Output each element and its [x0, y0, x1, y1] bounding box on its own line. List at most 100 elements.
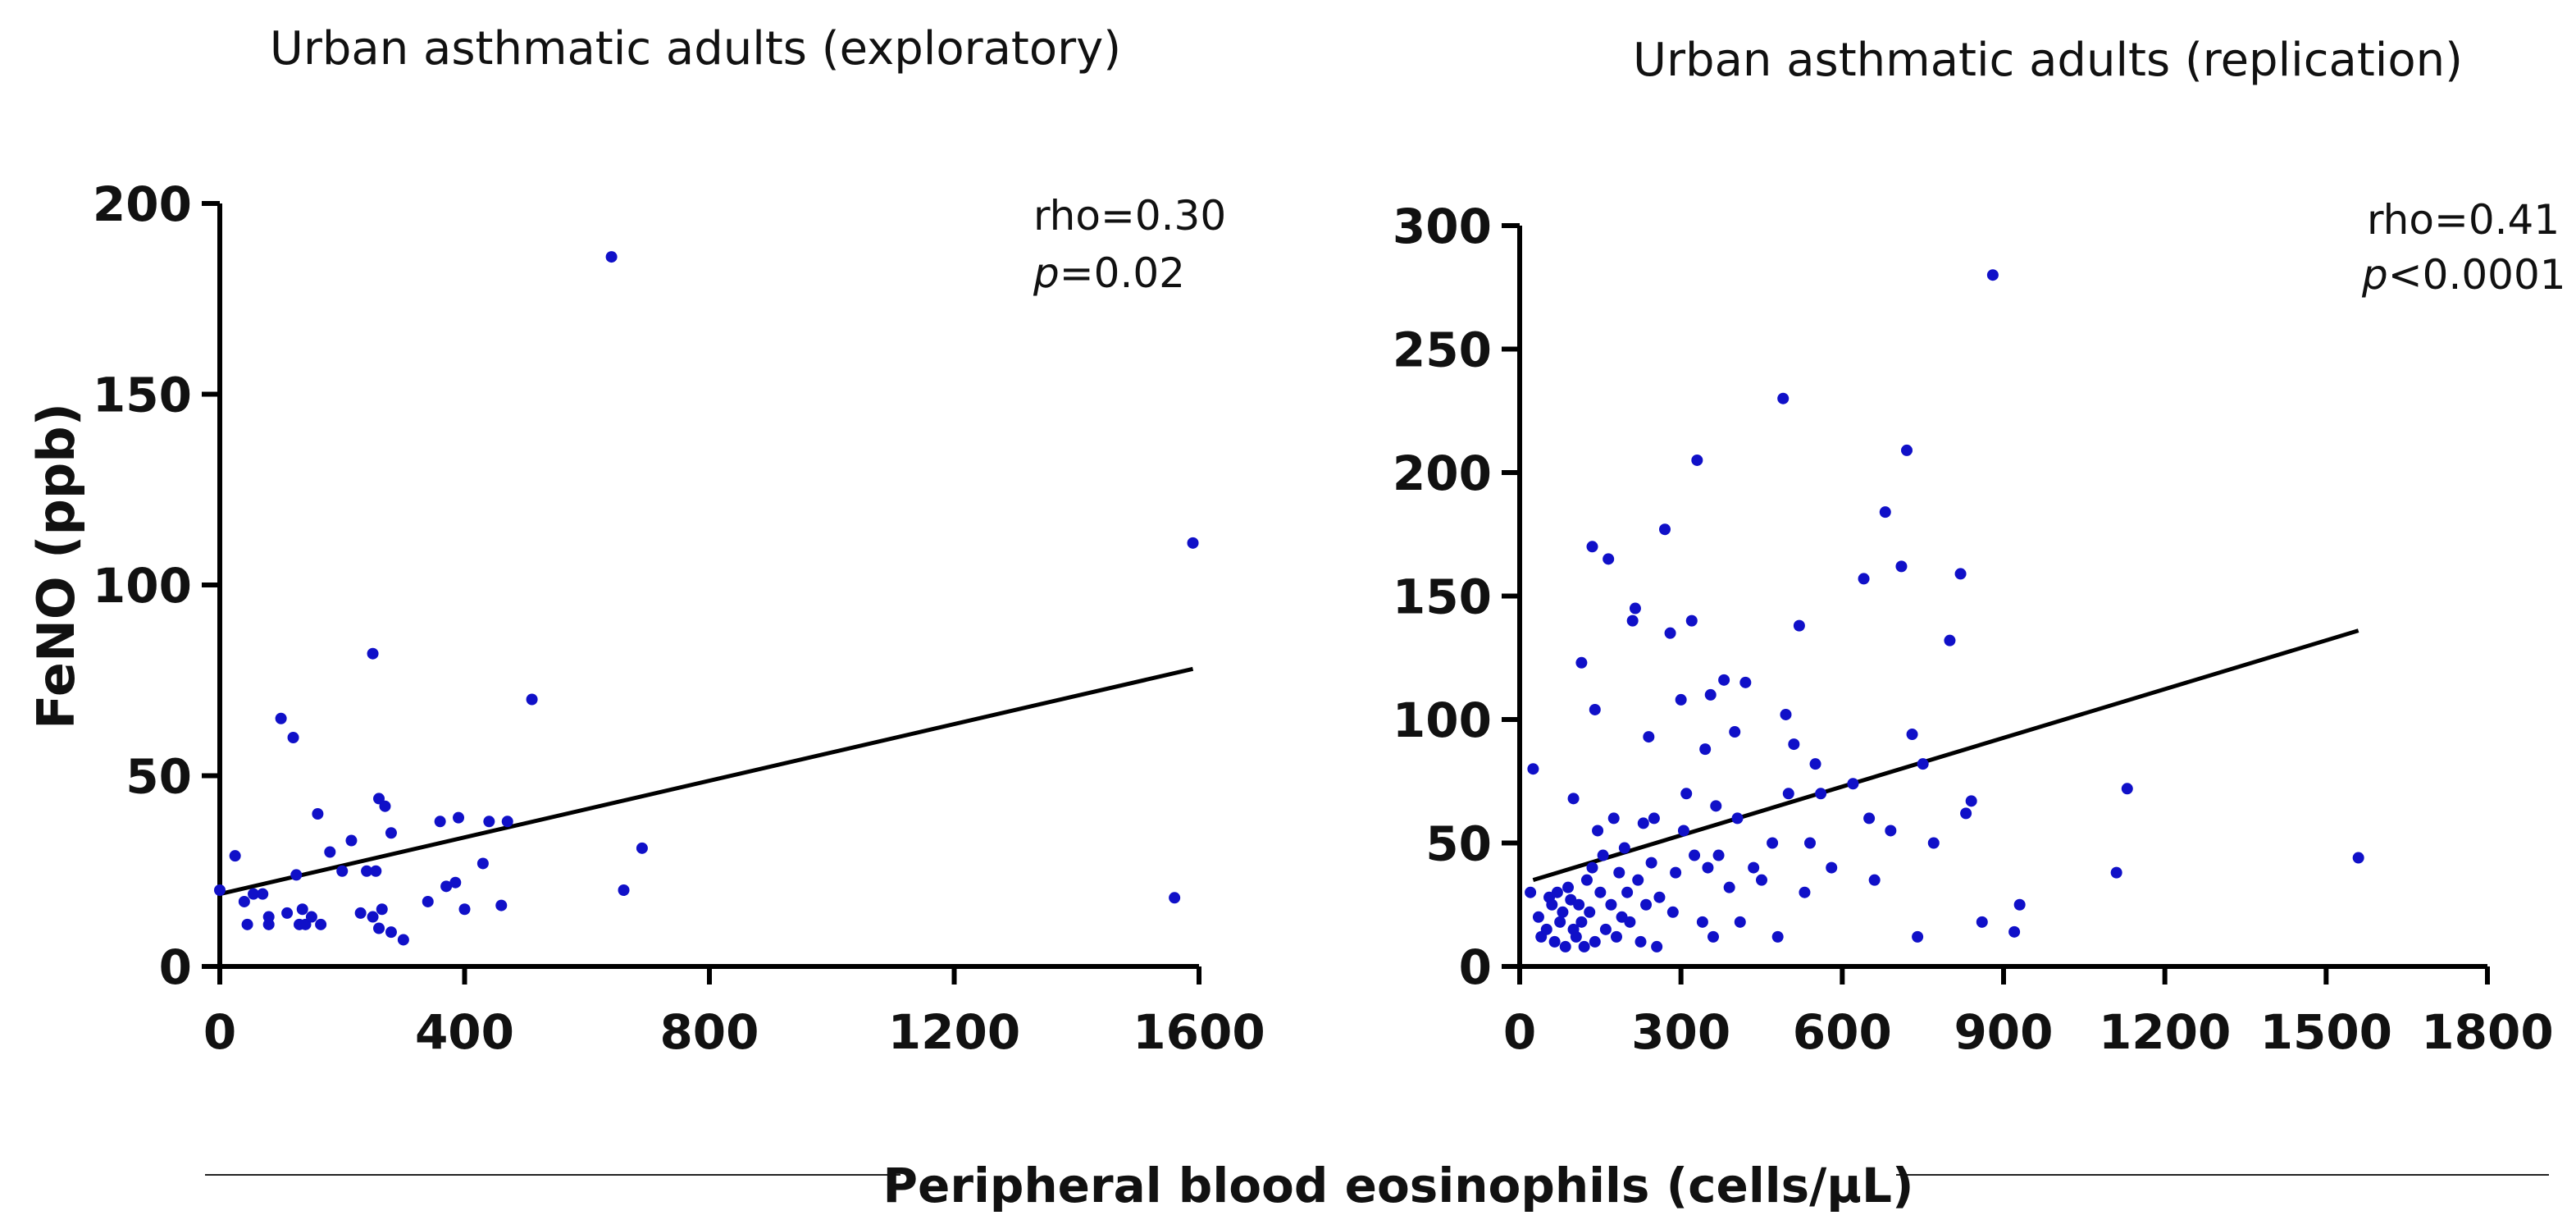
shared-x-axis-label: Peripheral blood eosinophils (cells/μL): [883, 1158, 1914, 1213]
data-point: [1532, 911, 1544, 923]
data-point: [1575, 916, 1588, 928]
y-tick-label: 100: [93, 558, 192, 614]
data-point: [262, 911, 275, 923]
data-point: [605, 251, 618, 263]
data-point: [1629, 602, 1641, 614]
regression-line-exploratory: [219, 666, 1194, 897]
data-point: [385, 926, 397, 939]
y-tick-label: 50: [1425, 816, 1492, 872]
data-point: [1960, 807, 1972, 820]
data-point: [1611, 930, 1622, 943]
data-point: [281, 907, 294, 919]
data-point: [1597, 849, 1609, 861]
data-point: [229, 850, 241, 862]
data-point: [379, 800, 391, 812]
data-point: [1782, 788, 1794, 800]
data-point: [324, 846, 336, 858]
data-point: [440, 880, 453, 893]
data-point: [1567, 793, 1580, 805]
data-point: [373, 922, 385, 934]
data-point: [1169, 892, 1181, 904]
p-value-label-exploratory: p=0.02: [1033, 249, 1185, 297]
data-point: [1804, 837, 1816, 849]
data-point: [1780, 708, 1792, 720]
data-point: [476, 857, 489, 870]
data-point: [376, 903, 388, 916]
data-point: [1912, 930, 1924, 943]
data-point: [1527, 763, 1539, 775]
data-point: [275, 712, 287, 724]
data-point: [1557, 906, 1569, 918]
data-point: [1685, 614, 1698, 627]
data-point: [1575, 656, 1588, 669]
data-point: [1586, 861, 1598, 874]
data-point: [1906, 729, 1918, 741]
data-point: [1578, 940, 1590, 953]
data-point: [1734, 916, 1746, 928]
x-tick-label: 0: [203, 1004, 236, 1060]
data-point: [1718, 674, 1730, 686]
data-point: [1632, 874, 1644, 886]
data-point: [248, 888, 260, 900]
data-point: [312, 808, 324, 820]
data-point: [1603, 553, 1615, 565]
data-point: [1944, 634, 1956, 646]
data-point: [1525, 886, 1537, 898]
data-point: [1580, 874, 1593, 886]
rho-label-replication: rho=0.41: [2367, 196, 2560, 244]
data-point: [526, 693, 538, 706]
data-point: [1767, 837, 1779, 849]
data-point: [1640, 898, 1653, 911]
p-value-exploratory: =0.02: [1060, 249, 1185, 297]
data-point: [1635, 935, 1647, 948]
rho-label-exploratory: rho=0.30: [1033, 192, 1226, 240]
data-point: [373, 793, 385, 805]
data-point: [1863, 812, 1876, 825]
data-point: [315, 918, 327, 930]
data-point: [1680, 788, 1693, 800]
data-point: [1589, 935, 1601, 948]
data-point: [1748, 861, 1760, 874]
data-point: [453, 811, 465, 824]
data-point: [1895, 560, 1908, 573]
data-point: [238, 895, 250, 907]
data-point: [1815, 788, 1827, 800]
data-point: [1927, 837, 1940, 849]
data-point: [385, 827, 397, 839]
data-point: [1613, 866, 1625, 879]
y-tick-label: 150: [1393, 569, 1492, 625]
data-point: [1607, 812, 1620, 825]
y-tick-label: 250: [1393, 322, 1492, 378]
p-symbol-replication: p: [2361, 251, 2388, 299]
data-point: [1739, 676, 1752, 688]
data-point: [495, 899, 508, 911]
data-point: [1702, 861, 1714, 874]
data-point: [1659, 523, 1671, 536]
data-point: [1653, 891, 1666, 903]
data-point: [1696, 916, 1708, 928]
x-tick-label: 1600: [1133, 1004, 1265, 1060]
y-tick-label: 0: [159, 939, 192, 995]
data-point: [1554, 916, 1566, 928]
x-tick-label: 1500: [2260, 1004, 2392, 1060]
data-point: [1551, 886, 1563, 898]
data-point: [1559, 940, 1571, 953]
data-point: [1710, 800, 1722, 812]
x-tick-label: 300: [1631, 1004, 1730, 1060]
data-point: [2013, 898, 2026, 911]
data-point: [449, 876, 462, 889]
scatter-panel-exploratory: Urban asthmatic adults (exploratory) 0 50…: [93, 22, 1265, 1060]
y-tick-label: 300: [1393, 199, 1492, 254]
data-point: [1777, 392, 1790, 404]
y-tick-label: 100: [1393, 692, 1492, 748]
data-point: [1704, 688, 1717, 701]
data-point: [1664, 627, 1676, 639]
chart-title-exploratory: Urban asthmatic adults (exploratory): [270, 22, 1121, 75]
data-point: [422, 895, 434, 907]
data-point: [1809, 758, 1821, 770]
data-point: [1651, 940, 1663, 953]
plot-area-exploratory: 0 50 100 150 200 0 400 800 1200 1600: [93, 176, 1265, 1060]
x-tick-label: 1200: [888, 1004, 1020, 1060]
shared-y-axis-label: FeNO (ppb): [26, 403, 86, 729]
data-point: [361, 865, 373, 877]
